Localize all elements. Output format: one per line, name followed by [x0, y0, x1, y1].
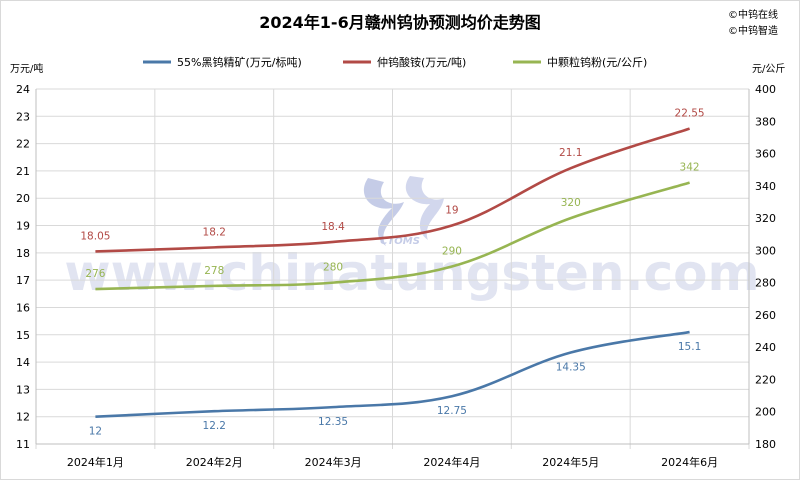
data-label: 276: [85, 268, 105, 280]
y-right-tick-label: 400: [755, 83, 776, 96]
data-label: 280: [323, 262, 343, 274]
y-right-tick-label: 300: [755, 244, 776, 257]
y-right-tick-label: 340: [755, 180, 776, 193]
data-label: 21.1: [559, 147, 582, 159]
data-label: 12.75: [437, 405, 467, 417]
data-label: 22.55: [675, 108, 705, 120]
x-tick-label: 2024年6月: [661, 455, 718, 469]
data-label: 18.4: [321, 221, 345, 233]
data-label: 278: [204, 265, 224, 277]
y-right-tick-label: 180: [755, 438, 776, 451]
data-label: 290: [442, 246, 462, 258]
y-left-tick-label: 13: [16, 383, 30, 396]
x-tick-label: 2024年1月: [67, 455, 124, 469]
x-tick-label: 2024年2月: [186, 455, 243, 469]
y-left-tick-label: 20: [16, 192, 30, 205]
y-right-tick-label: 220: [755, 373, 776, 386]
legend-label: 仲钨酸铵(万元/吨): [377, 55, 466, 69]
y-left-tick-label: 15: [16, 329, 30, 342]
y-right-tick-label: 280: [755, 277, 776, 290]
y-right-tick-label: 260: [755, 309, 776, 322]
y-left-tick-label: 23: [16, 110, 30, 123]
data-label: 18.05: [80, 230, 110, 242]
left-axis-unit: 万元/吨: [10, 62, 43, 75]
copyright-line-2: ©中钨智造: [728, 24, 778, 37]
y-left-tick-label: 19: [16, 220, 30, 233]
y-right-tick-label: 240: [755, 341, 776, 354]
data-label: 320: [561, 197, 581, 209]
x-tick-label: 2024年4月: [423, 455, 480, 469]
copyright-line-1: ©中钨在线: [728, 8, 778, 21]
data-label: 12.2: [203, 420, 226, 432]
legend: 55%黑钨精矿(万元/标吨) 仲钨酸铵(万元/吨) 中颗粒钨粉(元/公斤): [143, 55, 647, 69]
x-tick-label: 2024年3月: [305, 455, 362, 469]
data-label: 12: [89, 426, 102, 438]
data-label: 12.35: [318, 416, 348, 428]
data-label: 14.35: [556, 362, 586, 374]
right-axis-unit: 元/公斤: [752, 63, 785, 75]
y-right-tick-label: 360: [755, 148, 776, 161]
y-left-tick-label: 22: [16, 138, 30, 151]
y-right-tick-label: 380: [755, 115, 776, 128]
y-right-tick-label: 320: [755, 212, 776, 225]
chart-title: 2024年1-6月赣州钨协预测均价走势图: [259, 13, 540, 32]
y-left-tick-label: 11: [16, 438, 30, 451]
legend-label: 55%黑钨精矿(万元/标吨): [177, 55, 302, 69]
data-label: 18.2: [203, 226, 226, 238]
y-left-tick-label: 17: [16, 274, 30, 287]
x-tick-label: 2024年5月: [542, 455, 599, 469]
y-left-tick-label: 14: [16, 356, 30, 369]
y-right-tick-label: 200: [755, 406, 776, 419]
y-left-tick-label: 12: [16, 411, 30, 424]
data-label: 15.1: [678, 341, 701, 353]
data-label: 19: [445, 205, 458, 217]
data-label: 342: [680, 162, 700, 174]
y-left-tick-label: 18: [16, 247, 30, 260]
y-left-tick-label: 24: [16, 83, 30, 96]
y-left-tick-label: 21: [16, 165, 30, 178]
y-left-tick-label: 16: [16, 301, 30, 314]
legend-label: 中颗粒钨粉(元/公斤): [547, 55, 647, 69]
